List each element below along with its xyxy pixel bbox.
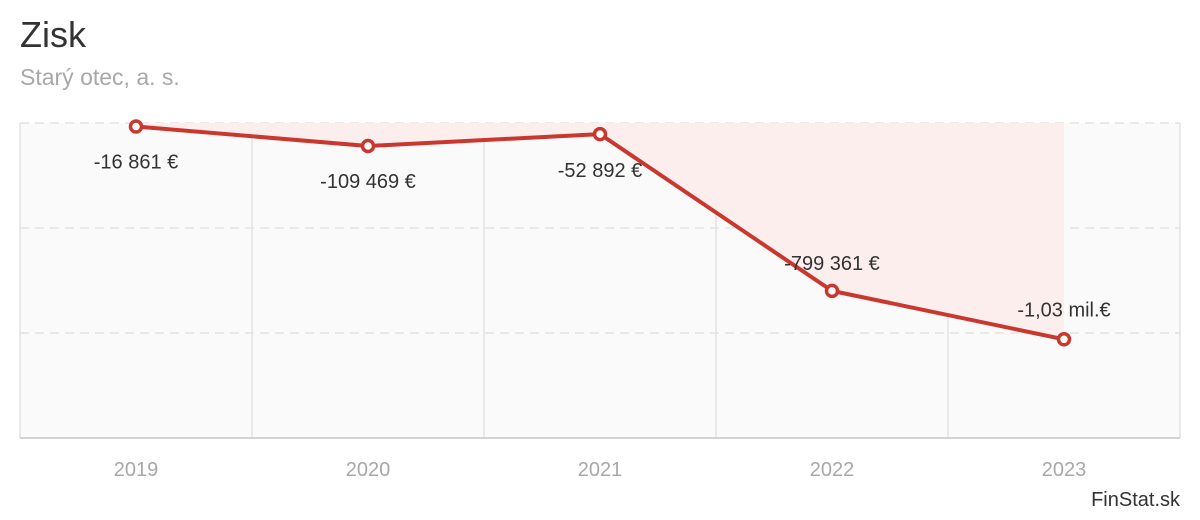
data-label-2020: -109 469 € bbox=[320, 171, 416, 193]
data-point-2023 bbox=[1056, 332, 1072, 347]
data-label-2022: -799 361 € bbox=[784, 253, 880, 275]
x-axis: 2019 2020 2021 2022 2023 bbox=[114, 459, 1087, 481]
chart-subtitle: Starý otec, a. s. bbox=[20, 64, 180, 90]
x-tick-label-2022: 2022 bbox=[810, 459, 855, 481]
data-labels: -16 861 € -109 469 € -52 892 € -799 361 € -1… bbox=[94, 152, 1111, 322]
data-point-2021 bbox=[592, 126, 608, 142]
data-label-2021: -52 892 € bbox=[558, 160, 643, 182]
data-label-2019: -16 861 € bbox=[94, 152, 179, 174]
x-tick-label-2023: 2023 bbox=[1042, 459, 1087, 481]
data-point-2022 bbox=[824, 283, 840, 299]
data-point-2020 bbox=[360, 138, 376, 154]
x-tick-label-2020: 2020 bbox=[346, 459, 391, 481]
chart-title: Zisk bbox=[20, 14, 86, 55]
x-tick-label-2021: 2021 bbox=[578, 459, 623, 481]
data-points bbox=[128, 119, 1072, 347]
credit-text[interactable]: FinStat.sk bbox=[1091, 489, 1180, 511]
x-tick-label-2019: 2019 bbox=[114, 459, 159, 481]
data-label-2023: -1,03 mil.€ bbox=[1017, 299, 1110, 321]
data-point-2019 bbox=[128, 119, 144, 134]
